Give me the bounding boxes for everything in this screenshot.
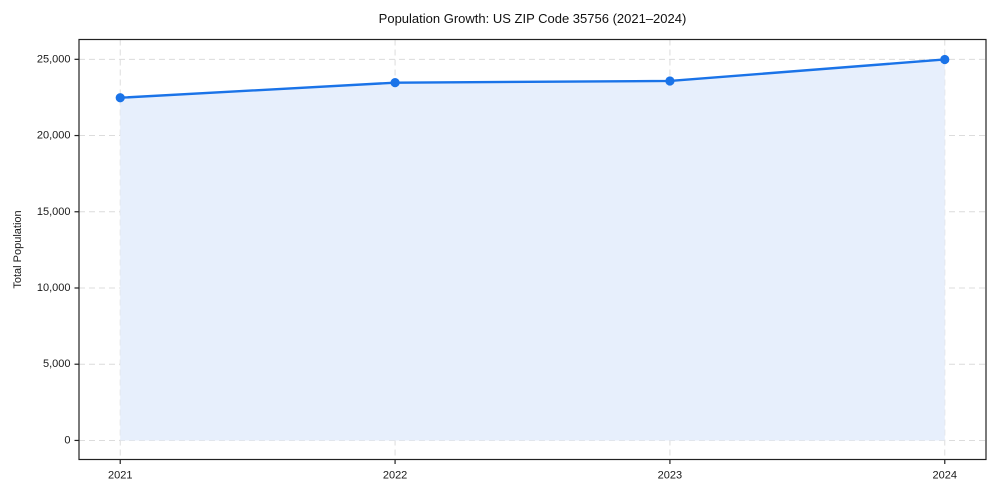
y-tick-label: 10,000 bbox=[37, 282, 71, 294]
tick-layer bbox=[74, 58, 946, 464]
plot-frame bbox=[78, 38, 987, 461]
area-layer bbox=[120, 59, 945, 441]
data-point-2021 bbox=[115, 93, 125, 103]
y-axis-label: Total Population bbox=[12, 210, 24, 288]
tick-label-layer: 0 5,000 10,000 15,000 20,000 25,000 2021 2022 20… bbox=[37, 53, 957, 481]
x-tick-label: 2023 bbox=[658, 470, 682, 482]
x-tick-label: 2022 bbox=[383, 470, 407, 482]
y-tick-label: 5,000 bbox=[43, 358, 71, 370]
data-point-2024 bbox=[940, 54, 950, 65]
x-tick-label: 2024 bbox=[933, 470, 957, 482]
x-tick-label: 2021 bbox=[108, 470, 132, 482]
y-tick-label: 20,000 bbox=[37, 130, 71, 142]
y-tick-label: 0 bbox=[64, 434, 70, 446]
area-fill bbox=[120, 59, 945, 441]
y-tick-label: 15,000 bbox=[37, 206, 71, 218]
marker-layer bbox=[115, 54, 950, 103]
line-layer bbox=[119, 58, 946, 99]
data-point-2023 bbox=[665, 76, 675, 86]
chart-title: Population Growth: US ZIP Code 35756 (20… bbox=[378, 11, 687, 26]
trend-line bbox=[119, 58, 946, 99]
data-point-2022 bbox=[390, 78, 400, 88]
y-tick-label: 25,000 bbox=[37, 53, 71, 65]
